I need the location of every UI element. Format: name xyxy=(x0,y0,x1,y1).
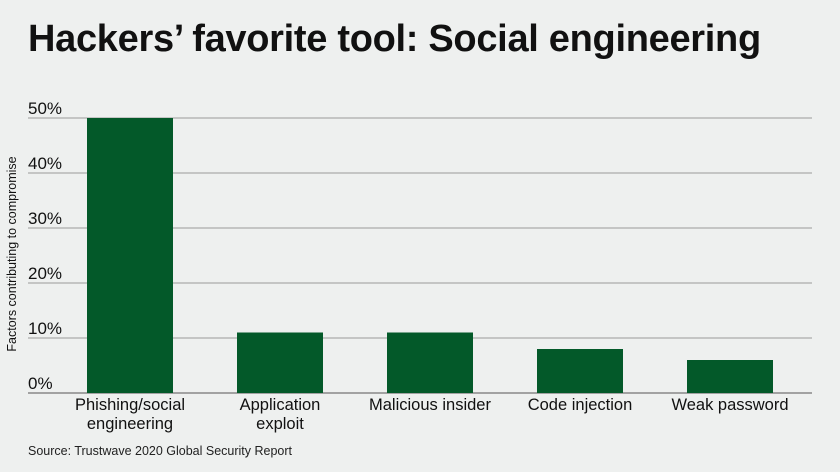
x-tick-labels: Phishing/social engineering Application exp… xyxy=(75,396,789,433)
y-tick-label: 40% xyxy=(28,154,62,173)
y-tick-label: 30% xyxy=(28,209,62,228)
source-note: Source: Trustwave 2020 Global Security R… xyxy=(28,444,293,458)
chart-title: Hackers’ favorite tool: Social engineeri… xyxy=(28,18,761,60)
x-tick-label: Phishing/social engineering xyxy=(75,396,185,433)
bar xyxy=(537,349,623,393)
y-axis-label: Factors contributing to compromise xyxy=(5,156,19,351)
y-tick-label: 0% xyxy=(28,374,53,393)
bar xyxy=(87,118,173,393)
x-tick-label: Application exploit xyxy=(240,396,321,433)
y-tick-label: 20% xyxy=(28,264,62,283)
y-tick-label: 50% xyxy=(28,99,62,118)
x-tick-label: Code injection xyxy=(528,396,633,414)
x-tick-label: Weak password xyxy=(671,396,788,414)
bar xyxy=(687,360,773,393)
x-tick-label: Malicious insider xyxy=(369,396,491,414)
y-tick-label: 10% xyxy=(28,319,62,338)
bar xyxy=(237,332,323,393)
bar xyxy=(387,332,473,393)
bars xyxy=(87,118,773,393)
y-tick-labels: 0% 10% 20% 30% 40% 50% xyxy=(28,99,62,393)
